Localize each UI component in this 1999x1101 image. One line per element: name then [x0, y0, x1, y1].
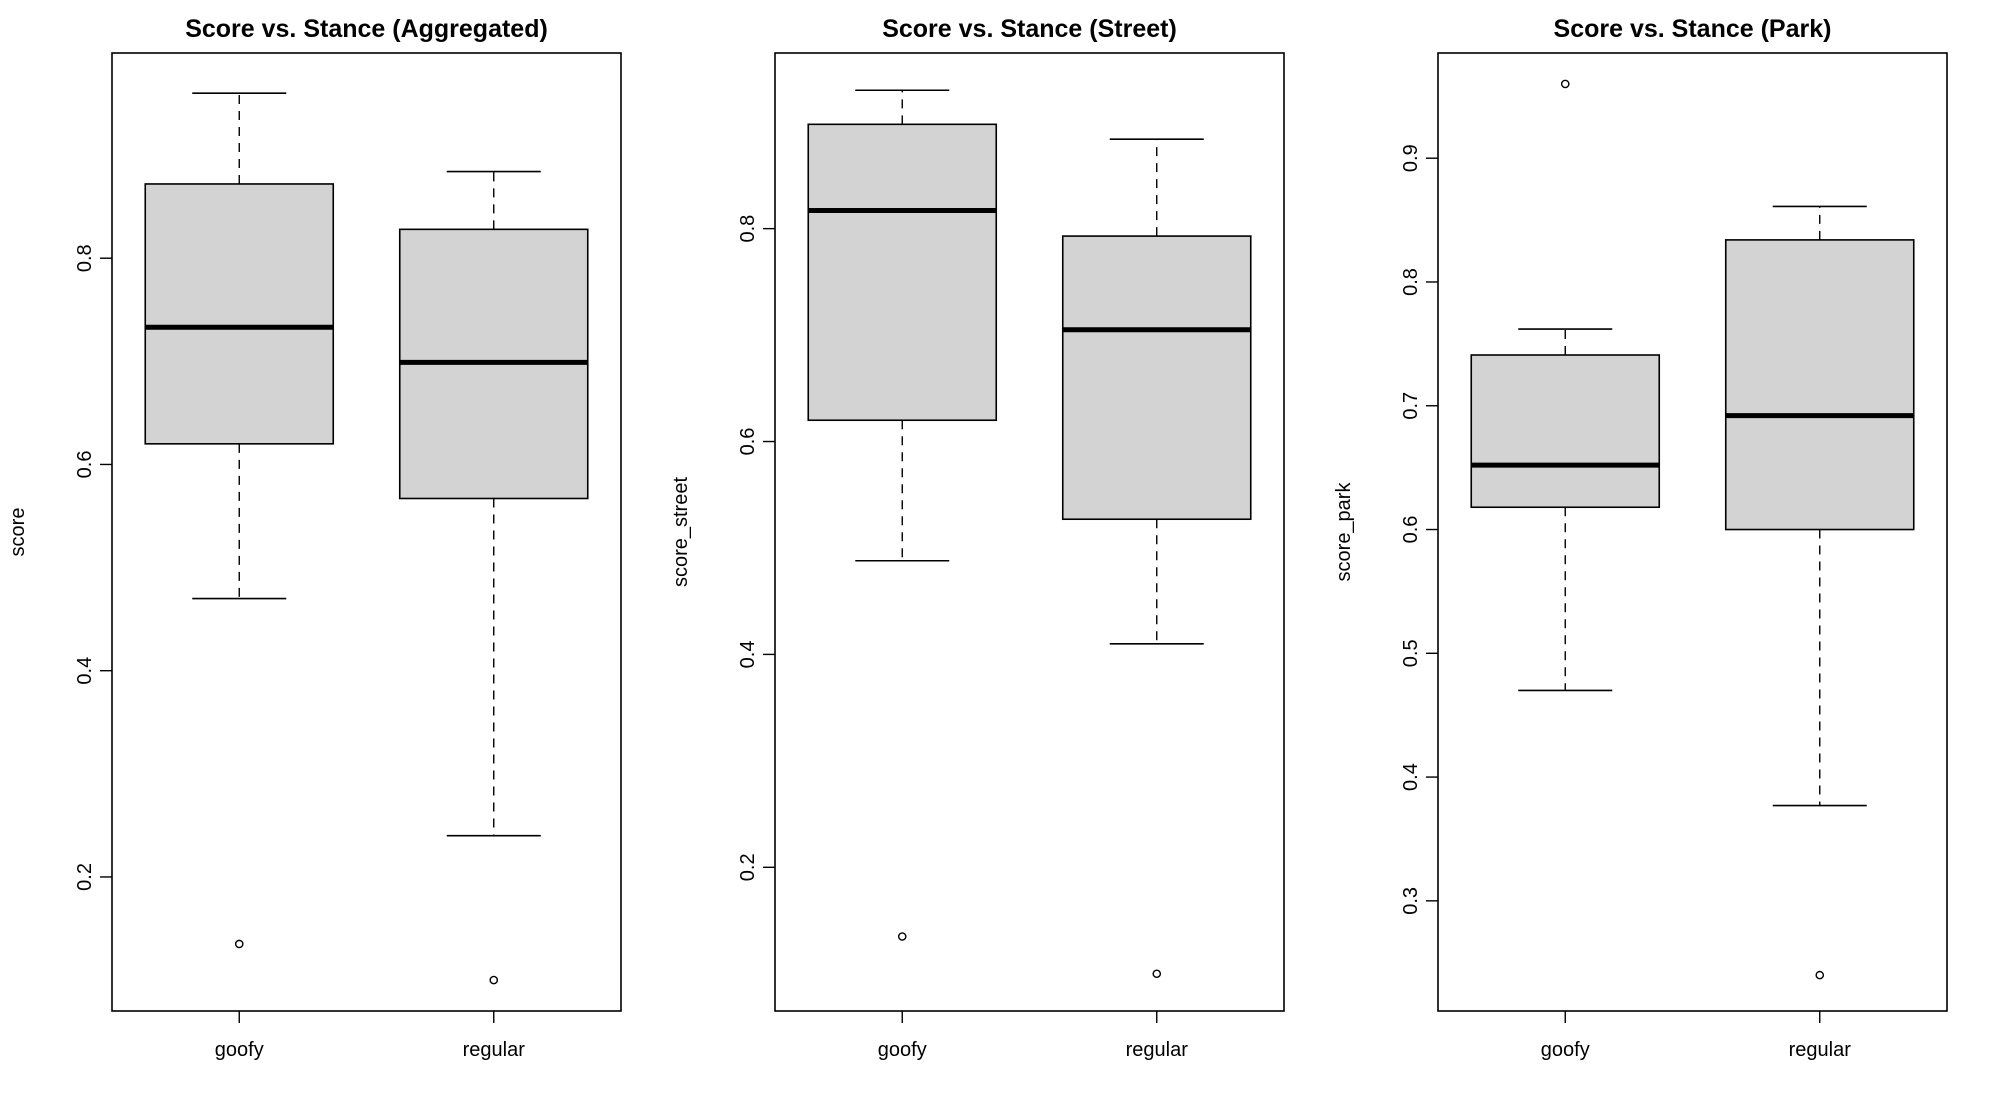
x-tick-label-goofy: goofy	[878, 1039, 927, 1061]
y-tick-label: 0.4	[1400, 763, 1422, 791]
x-tick-label-regular: regular	[1126, 1039, 1189, 1061]
panel-3: Score vs. Stance (Park) score_park 0.3 0.4 0…	[1333, 15, 1948, 1061]
box-regular	[1061, 138, 1252, 979]
plot-frame	[111, 52, 622, 1012]
y-tick-label: 0.4	[737, 641, 759, 669]
box-goofy	[144, 92, 335, 949]
box-iqr	[1724, 239, 1915, 531]
y-tick-label: 0.6	[74, 451, 96, 479]
plot-frame	[774, 52, 1285, 1012]
outlier-point	[897, 932, 907, 941]
y-axis-label: score	[7, 508, 29, 557]
y-tick-label: 0.2	[737, 853, 759, 881]
box-iqr	[807, 123, 998, 422]
y-tick-label: 0.5	[1400, 639, 1422, 667]
y-axis-label: score_street	[670, 477, 692, 587]
panel-title: Score vs. Stance (Street)	[882, 15, 1177, 43]
y-tick-label: 0.2	[74, 863, 96, 891]
x-tick-label-goofy: goofy	[215, 1039, 264, 1061]
box-iqr	[1061, 235, 1252, 521]
y-tick-label: 0.6	[737, 428, 759, 456]
y-tick-label: 0.3	[1400, 887, 1422, 915]
outlier-point	[1152, 969, 1162, 979]
y-tick-label: 0.8	[1400, 268, 1422, 296]
box-goofy	[1470, 79, 1661, 692]
outlier-point	[1560, 79, 1570, 89]
plot-frame	[1437, 52, 1948, 1012]
outlier-point	[1815, 970, 1825, 980]
panel-1: Score vs. Stance (Aggregated) score 0.2 0.4…	[7, 15, 622, 1061]
box-iqr	[144, 183, 335, 445]
y-tick-label: 0.7	[1400, 392, 1422, 420]
y-tick-label: 0.4	[74, 657, 96, 685]
x-tick-label-regular: regular	[463, 1039, 526, 1061]
x-tick-label-goofy: goofy	[1541, 1039, 1590, 1061]
outlier-point	[234, 939, 244, 949]
box-iqr	[1470, 354, 1661, 509]
panel-2: Score vs. Stance (Street) score_street 0.2…	[670, 15, 1285, 1061]
outlier-point	[489, 975, 499, 985]
box-regular	[398, 170, 589, 985]
y-axis-label: score_park	[1333, 482, 1355, 582]
panel-title: Score vs. Stance (Park)	[1554, 15, 1832, 43]
box-regular	[1724, 205, 1915, 980]
y-tick-label: 0.8	[737, 215, 759, 243]
box-goofy	[807, 89, 998, 941]
panel-title: Score vs. Stance (Aggregated)	[185, 15, 548, 43]
x-tick-label-regular: regular	[1789, 1039, 1852, 1061]
y-tick-label: 0.6	[1400, 516, 1422, 544]
y-tick-label: 0.8	[74, 244, 96, 272]
y-tick-label: 0.9	[1400, 144, 1422, 172]
